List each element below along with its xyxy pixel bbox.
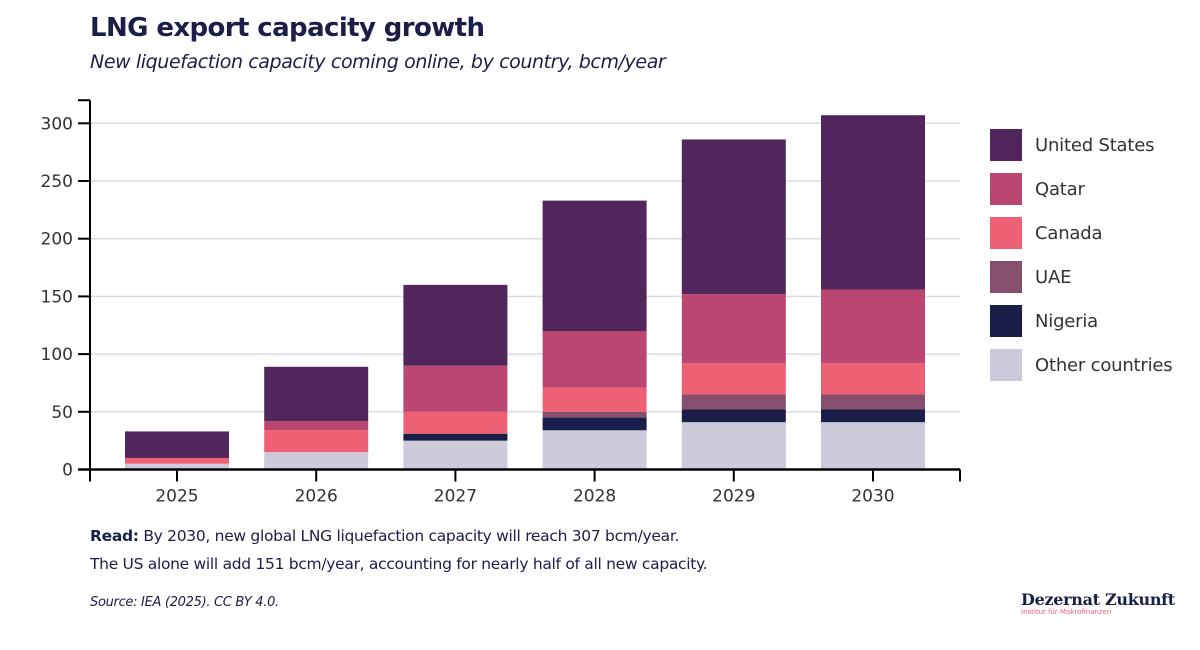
bar-segment-uae-2028 (542, 411, 647, 418)
legend-label: United States (1035, 134, 1155, 156)
bar-segment-qatar-2030 (821, 289, 925, 364)
x-tick-label: 2027 (434, 487, 477, 507)
x-tick-label: 2029 (712, 487, 755, 507)
chart-title: LNG export capacity growth (90, 13, 485, 43)
legend-swatch (990, 305, 1022, 337)
bar-segment-qatar-2028 (542, 331, 647, 388)
y-tick-label: 100 (41, 345, 73, 365)
bar-segment-other-countries-2028 (542, 430, 647, 470)
legend-label: Qatar (1035, 178, 1085, 200)
legend-label: Nigeria (1035, 310, 1098, 332)
bar-segment-uae-2030 (821, 394, 925, 410)
x-tick-label: 2026 (295, 487, 338, 507)
legend-item-uae: UAE (990, 261, 1172, 293)
bar-segment-qatar-2026 (264, 421, 369, 431)
x-tick-label: 2028 (573, 487, 616, 507)
legend-item-canada: Canada (990, 217, 1172, 249)
source-note: Source: IEA (2025). CC BY 4.0. (90, 595, 279, 610)
bar-segment-united-states-2028 (542, 200, 647, 332)
legend-label: UAE (1035, 266, 1072, 288)
read-note-line-1: Read: By 2030, new global LNG liquefacti… (90, 522, 707, 550)
bar-segment-other-countries-2030 (821, 422, 925, 470)
read-note: Read: By 2030, new global LNG liquefacti… (90, 522, 708, 578)
legend-swatch (990, 173, 1022, 205)
bar-segment-united-states-2026 (264, 366, 369, 422)
bar-segment-united-states-2030 (821, 115, 925, 290)
legend-swatch (990, 349, 1022, 381)
legend-item-other-countries: Other countries (990, 349, 1173, 381)
read-text-1: By 2030, new global LNG liquefaction cap… (138, 527, 680, 545)
legend-item-qatar: Qatar (990, 173, 1172, 205)
read-label: Read: (90, 527, 139, 545)
legend-swatch (990, 129, 1022, 161)
bar-segment-other-countries-2026 (264, 452, 369, 470)
legend-item-nigeria: Nigeria (990, 305, 1172, 337)
bar-segment-other-countries-2027 (403, 440, 508, 470)
read-note-line-2: The US alone will add 151 bcm/year, acco… (90, 555, 708, 573)
legend-item-united-states: United States (990, 129, 1172, 161)
gridlines (90, 122, 960, 413)
bar-segment-qatar-2027 (403, 365, 508, 412)
legend-label: Canada (1035, 222, 1103, 244)
legend: United States Qatar Canada UAE Nigeria O… (990, 129, 1173, 393)
bar-segment-united-states-2025 (125, 431, 229, 458)
bar-segment-canada-2028 (542, 387, 647, 412)
chart-subtitle: New liquefaction capacity coming online,… (90, 51, 666, 73)
y-tick-label: 200 (41, 230, 73, 250)
bar-segment-canada-2027 (403, 411, 508, 434)
x-tick-label: 2030 (851, 487, 894, 507)
bar-segment-canada-2029 (681, 363, 786, 395)
bar-segment-other-countries-2025 (125, 463, 229, 470)
y-ticks: 0 50 100 150 200 250 300 (41, 114, 90, 481)
bar-segment-qatar-2029 (681, 294, 786, 364)
y-tick-label: 50 (51, 403, 73, 423)
y-tick-label: 0 (62, 461, 73, 481)
y-tick-label: 300 (41, 114, 73, 134)
bar-segment-canada-2025 (125, 457, 229, 464)
bar-segment-other-countries-2029 (681, 422, 786, 470)
legend-label: Other countries (1035, 354, 1173, 376)
bar-segment-nigeria-2029 (681, 409, 786, 423)
y-tick-label: 150 (41, 287, 73, 307)
bars (125, 115, 925, 470)
bar-segment-nigeria-2028 (542, 417, 647, 431)
logo-name: Dezernat Zukunft (1021, 590, 1175, 609)
bar-segment-nigeria-2030 (821, 409, 925, 423)
legend-swatch (990, 217, 1022, 249)
bar-segment-canada-2026 (264, 430, 369, 453)
x-tick-label: 2025 (155, 487, 198, 507)
bar-segment-canada-2030 (821, 363, 925, 395)
bar-segment-united-states-2029 (681, 139, 786, 295)
bar-segment-uae-2029 (681, 394, 786, 410)
bar-segment-nigeria-2027 (403, 433, 508, 441)
x-ticks: 2025 2026 2027 2028 2029 2030 (155, 469, 895, 507)
axes (78, 99, 961, 482)
publisher-logo: Dezernat Zukunft Institut für Makrofinan… (1021, 590, 1175, 616)
logo-subtitle: Institut für Makrofinanzen (1021, 608, 1112, 616)
bar-segment-united-states-2027 (403, 284, 508, 366)
legend-swatch (990, 261, 1022, 293)
y-tick-label: 250 (41, 172, 73, 192)
